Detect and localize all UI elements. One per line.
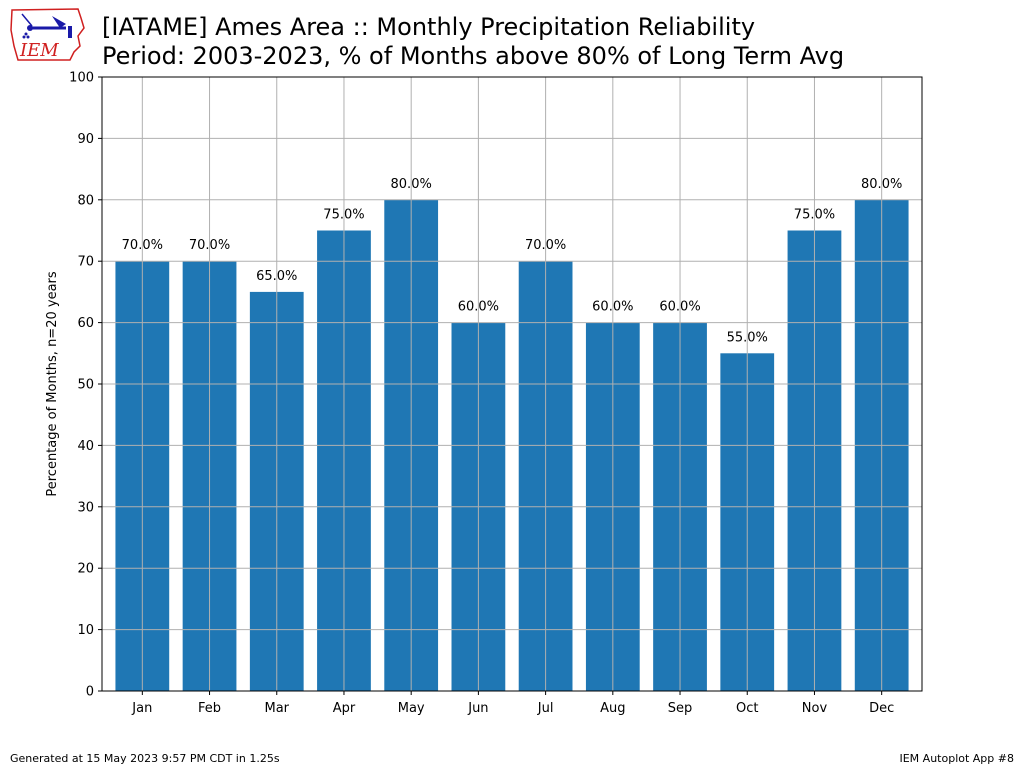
data-label-jul: 70.0% — [525, 238, 566, 253]
x-tick-label-apr: Apr — [333, 701, 356, 716]
data-label-sep: 60.0% — [659, 300, 700, 315]
data-label-mar: 65.0% — [256, 269, 297, 284]
footer-generated: Generated at 15 May 2023 9:57 PM CDT in … — [10, 752, 280, 765]
y-tick-label: 0 — [86, 685, 94, 700]
y-tick-label: 20 — [77, 562, 94, 577]
x-tick-label-aug: Aug — [600, 701, 625, 716]
x-tick-label-feb: Feb — [198, 701, 221, 716]
x-tick-label-jan: Jan — [131, 701, 152, 716]
y-tick-label: 50 — [77, 378, 94, 393]
x-tick-label-sep: Sep — [668, 701, 693, 716]
x-tick-label-mar: Mar — [264, 701, 289, 716]
y-tick-label: 90 — [77, 132, 94, 147]
footer-app-id: IEM Autoplot App #8 — [899, 752, 1014, 765]
data-label-aug: 60.0% — [592, 300, 633, 315]
x-tick-label-oct: Oct — [736, 701, 758, 716]
logo-text: IEM — [19, 40, 59, 61]
data-label-dec: 80.0% — [861, 177, 902, 192]
data-label-nov: 75.0% — [794, 208, 835, 223]
y-axis-label: Percentage of Months, n=20 years — [45, 271, 60, 497]
data-label-feb: 70.0% — [189, 238, 230, 253]
y-tick-label: 100 — [69, 71, 94, 86]
chart-subtitle: Period: 2003-2023, % of Months above 80%… — [102, 42, 845, 70]
data-label-jun: 60.0% — [458, 300, 499, 315]
y-tick-label: 10 — [77, 623, 94, 638]
y-tick-label: 40 — [77, 439, 94, 454]
iem-logo: IEM — [8, 6, 86, 62]
data-label-may: 80.0% — [391, 177, 432, 192]
x-tick-label-may: May — [398, 701, 425, 716]
data-label-apr: 75.0% — [323, 208, 364, 223]
y-tick-label: 70 — [77, 255, 94, 270]
x-tick-label-jul: Jul — [537, 701, 554, 716]
y-tick-label: 60 — [77, 316, 94, 331]
data-label-jan: 70.0% — [122, 238, 163, 253]
y-tick-label: 80 — [77, 193, 94, 208]
data-label-oct: 55.0% — [727, 330, 768, 345]
y-tick-label: 30 — [77, 500, 94, 515]
x-tick-label-nov: Nov — [802, 701, 828, 716]
x-tick-label-jun: Jun — [467, 701, 488, 716]
x-tick-label-dec: Dec — [869, 701, 894, 716]
chart-title: [IATAME] Ames Area :: Monthly Precipitat… — [102, 13, 756, 41]
